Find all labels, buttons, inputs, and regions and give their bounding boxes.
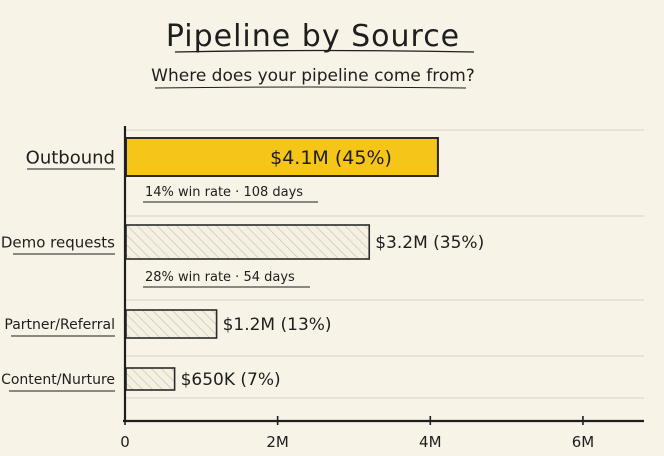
x-tick-label: 0 <box>120 433 130 451</box>
x-tick-label: 2M <box>266 433 289 451</box>
bar <box>125 137 439 177</box>
annotation-label: 28% win rate · 54 days <box>145 270 295 285</box>
value-label: $1.2M (13%) <box>223 315 332 335</box>
value-label: $3.2M (35%) <box>375 233 484 253</box>
annotation-label: 14% win rate · 108 days <box>145 185 303 200</box>
category-label: Partner/Referral <box>4 317 115 333</box>
chart-title: Pipeline by Source <box>166 19 460 54</box>
value-label: $650K (7%) <box>181 370 281 390</box>
value-label: $4.1M (45%) <box>270 147 392 169</box>
bar <box>125 367 176 391</box>
bar <box>125 224 371 260</box>
title-underline <box>174 49 475 53</box>
chart-subtitle: Where does your pipeline come from? <box>151 66 475 86</box>
bars <box>125 137 439 391</box>
x-tick-label: 4M <box>419 433 442 451</box>
bar <box>125 309 218 339</box>
x-tick-label: 6M <box>572 433 595 451</box>
gridlines <box>124 129 644 425</box>
subtitle-underline <box>154 86 467 89</box>
category-label: Outbound <box>26 147 115 168</box>
category-label: Content/Nurture <box>1 372 115 388</box>
category-label: Demo requests <box>1 233 115 251</box>
labels: 0 2M 4M 6M Outbound $4.1M (45%) Demo requests $… <box>1 147 594 451</box>
